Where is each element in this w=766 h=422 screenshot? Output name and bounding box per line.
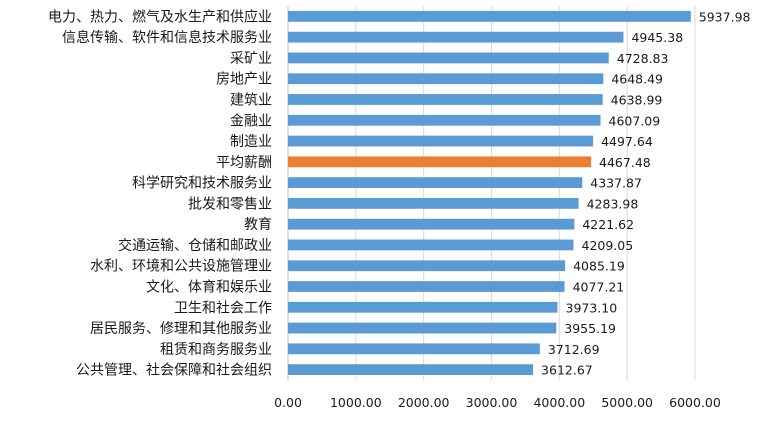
category-label: 金融业 [230, 113, 272, 129]
value-label: 4648.49 [611, 72, 663, 87]
value-label: 5937.98 [699, 9, 751, 24]
category-label: 采矿业 [230, 51, 272, 67]
category-label: 制造业 [230, 134, 272, 150]
value-label: 4283.98 [587, 196, 639, 211]
category-label: 科学研究和技术服务业 [132, 176, 272, 192]
value-label: 4077.21 [573, 280, 625, 295]
value-label: 4209.05 [582, 238, 634, 253]
bar [288, 114, 601, 126]
category-label: 公共管理、社会保障和社会组织 [76, 363, 272, 379]
x-tick-label: 0.00 [274, 395, 302, 410]
bar [288, 177, 583, 189]
bar [288, 239, 574, 251]
value-label: 4728.83 [617, 51, 669, 66]
value-label: 3612.67 [541, 363, 593, 378]
value-label: 4607.09 [609, 113, 661, 128]
category-label: 交通运输、仓储和邮政业 [118, 237, 272, 254]
bar-highlight [288, 156, 592, 168]
value-label: 3712.69 [548, 342, 600, 357]
category-label: 批发和零售业 [188, 196, 272, 212]
bar [288, 10, 691, 22]
value-label: 4467.48 [599, 155, 651, 170]
category-label: 租赁和商务服务业 [160, 342, 272, 358]
bar [288, 197, 579, 209]
x-tick-label: 2000.00 [398, 395, 450, 410]
value-label: 4497.64 [601, 134, 653, 149]
bar [288, 135, 594, 147]
category-label: 居民服务、修理和其他服务业 [90, 321, 272, 337]
bar [288, 322, 557, 334]
value-label: 4337.87 [590, 176, 642, 191]
bar [288, 301, 558, 313]
category-label: 平均薪酬 [216, 155, 272, 171]
value-label: 4945.38 [631, 30, 683, 45]
category-label: 文化、体育和娱乐业 [146, 280, 272, 296]
x-tick-label: 1000.00 [330, 395, 382, 410]
value-label: 4085.19 [573, 259, 625, 274]
value-label: 3955.19 [564, 321, 616, 336]
bar [288, 73, 604, 85]
x-tick-label: 3000.00 [466, 395, 518, 410]
x-tick-label: 6000.00 [669, 395, 721, 410]
category-label: 建筑业 [230, 93, 272, 109]
bar [288, 31, 624, 43]
x-tick-label: 5000.00 [601, 395, 653, 410]
category-label: 信息传输、软件和信息技术服务业 [62, 29, 272, 46]
category-label: 水利、环境和公共设施管理业 [90, 259, 272, 275]
bar [288, 343, 540, 355]
x-tick-label: 4000.00 [533, 395, 585, 410]
bar [288, 364, 534, 376]
category-label: 教育 [244, 217, 272, 233]
value-label: 4221.62 [582, 217, 634, 232]
value-label: 3973.10 [566, 300, 618, 315]
bar [288, 281, 565, 292]
bar [288, 218, 575, 230]
bar [288, 260, 566, 272]
category-label: 电力、热力、燃气及水生产和供应业 [48, 8, 272, 25]
category-label: 房地产业 [216, 72, 272, 88]
category-label: 卫生和社会工作 [174, 300, 272, 316]
bar [288, 94, 603, 105]
value-label: 4638.99 [611, 93, 663, 108]
bar [288, 52, 609, 64]
